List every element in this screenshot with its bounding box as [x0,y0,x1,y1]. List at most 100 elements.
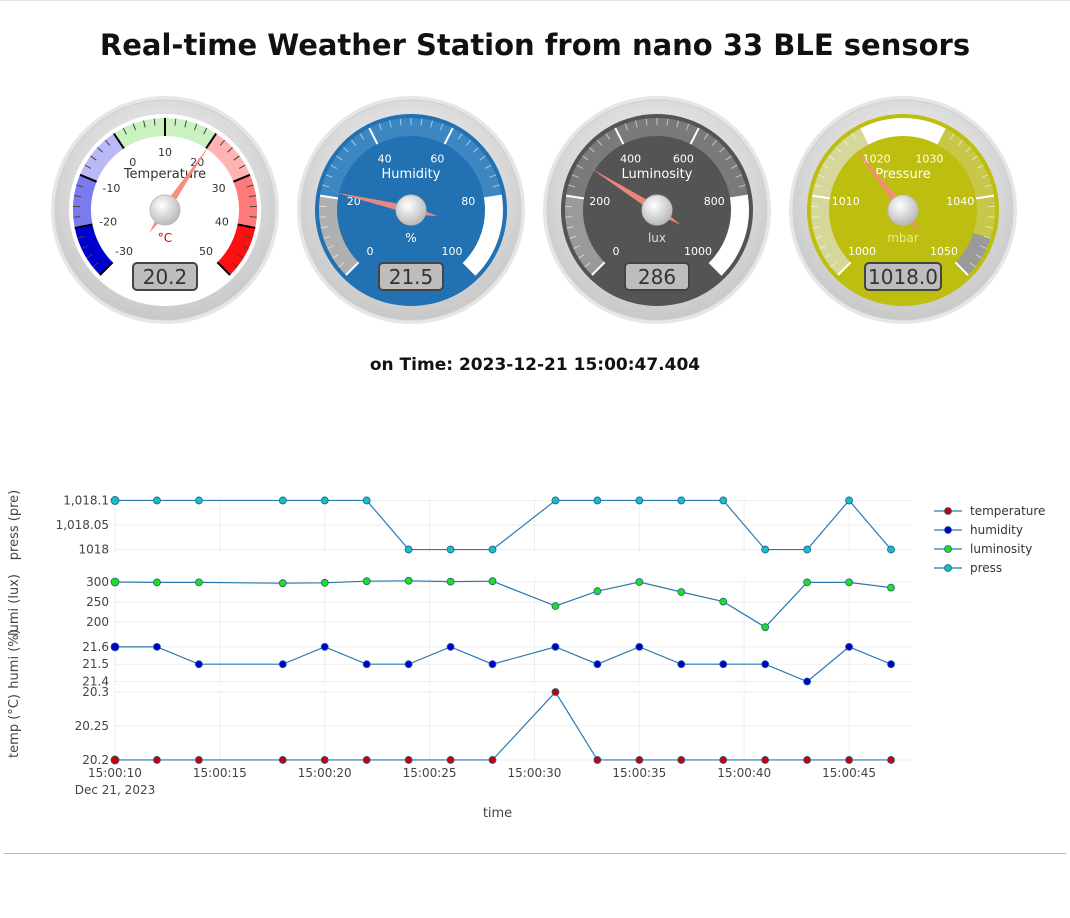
data-point[interactable] [278,579,287,588]
data-point[interactable] [635,642,644,651]
data-point[interactable] [887,583,895,592]
series-press[interactable] [110,496,895,554]
data-point[interactable] [446,577,455,586]
legend-label[interactable]: press [970,561,1002,575]
page-title: Real-time Weather Station from nano 33 B… [99,28,971,62]
legend-label[interactable]: humidity [970,523,1023,537]
gauge-minor-tick [571,174,579,178]
data-point[interactable] [593,660,602,669]
data-point[interactable] [194,756,203,764]
gauge-highlight-band [319,195,359,276]
data-point[interactable] [110,496,120,505]
data-point[interactable] [719,660,728,669]
legend-label[interactable]: luminosity [970,542,1032,556]
data-point[interactable] [719,756,728,764]
data-point[interactable] [110,577,120,587]
gauge-minor-tick [584,262,591,268]
data-point[interactable] [488,660,497,669]
data-point[interactable] [362,756,371,764]
data-point[interactable] [194,496,203,505]
data-point[interactable] [803,545,812,554]
data-point[interactable] [677,496,686,505]
data-point[interactable] [278,496,287,505]
gauge-highlight-band [73,174,97,228]
data-point[interactable] [153,578,161,587]
data-point[interactable] [194,660,203,669]
series-humidity[interactable] [110,642,895,686]
data-point[interactable] [362,577,371,586]
data-point[interactable] [677,588,686,596]
data-point[interactable] [635,578,644,586]
data-point[interactable] [488,756,497,764]
data-point[interactable] [110,642,120,652]
data-point[interactable] [362,496,371,505]
data-point[interactable] [803,578,812,587]
data-point[interactable] [404,756,413,764]
data-point[interactable] [278,660,287,669]
data-point[interactable] [887,756,895,764]
data-point[interactable] [887,660,895,669]
data-point[interactable] [551,688,560,696]
gauge-minor-tick [881,120,884,128]
data-point[interactable] [404,545,413,554]
gauge-minor-tick [703,133,709,140]
data-point[interactable] [320,578,329,587]
gauge-major-tick [689,127,700,145]
data-point[interactable] [153,642,161,651]
data-point[interactable] [488,545,497,554]
data-point[interactable] [362,660,371,669]
data-point[interactable] [446,642,455,651]
data-point[interactable] [803,677,812,686]
data-point[interactable] [446,545,455,554]
data-point[interactable] [551,496,560,505]
data-point[interactable] [719,496,728,505]
data-point[interactable] [404,660,413,669]
data-point[interactable] [803,756,812,764]
data-point[interactable] [677,660,686,669]
data-point[interactable] [488,577,497,586]
gauge-minor-tick [725,155,732,161]
data-point[interactable] [278,756,287,764]
data-point[interactable] [551,642,560,651]
data-point[interactable] [677,756,686,764]
data-point[interactable] [761,660,770,669]
gauge-minor-tick [711,139,718,146]
data-point[interactable] [761,545,770,554]
data-point[interactable] [845,642,853,651]
data-point[interactable] [320,642,329,651]
data-point[interactable] [845,496,853,505]
data-point[interactable] [446,756,455,764]
data-point[interactable] [194,578,203,587]
data-point[interactable] [320,496,329,505]
y-tick-label: 200 [86,615,109,629]
data-point[interactable] [110,755,120,765]
data-point[interactable] [635,496,644,505]
data-point[interactable] [551,602,560,610]
data-point[interactable] [845,756,853,764]
sensor-line-chart[interactable]: 1,018.1 1,018.05 1018 press (pre) 300 250 200 l… [0,440,1070,830]
series-temperature[interactable] [110,688,895,765]
data-point[interactable] [593,756,602,764]
gauge-minor-tick [237,253,244,259]
data-point[interactable] [153,756,161,764]
data-point[interactable] [761,756,770,764]
data-point[interactable] [320,756,329,764]
gauge-major-tick [237,223,256,229]
data-point[interactable] [719,597,728,606]
gauge-minor-tick [740,226,748,229]
data-point[interactable] [887,545,895,554]
gauge-minor-tick [817,174,825,178]
legend-label[interactable]: temperature [970,504,1045,518]
data-point[interactable] [593,496,602,505]
data-point[interactable] [845,578,853,587]
series-luminosity[interactable] [110,576,895,632]
gauge-minor-tick [143,120,146,128]
gauge-minor-tick [246,184,254,188]
data-point[interactable] [635,756,644,764]
data-point[interactable] [593,587,602,596]
data-point[interactable] [761,623,770,632]
y-tick-label: 21.6 [82,640,109,654]
gauge-highlight-band [566,118,748,199]
data-point[interactable] [153,496,161,505]
data-point[interactable] [404,576,413,585]
